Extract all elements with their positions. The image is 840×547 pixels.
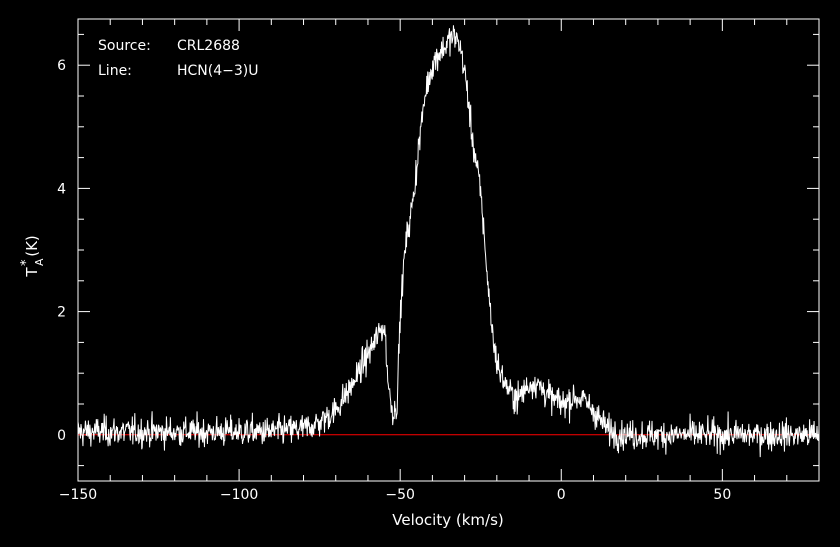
x-tick-label: −100 [220, 487, 258, 503]
y-axis-label-subscript: A [33, 258, 46, 266]
x-tick-label: 0 [557, 487, 566, 503]
y-axis-label-superscript: * [19, 259, 34, 266]
x-tick-label: −150 [59, 487, 97, 503]
x-axis-label: Velocity (km/s) [392, 511, 503, 529]
x-tick-label: 50 [713, 487, 731, 503]
line-value: HCN(4−3)U [177, 63, 259, 79]
x-tick-label: −50 [385, 487, 415, 503]
source-label: Source: [98, 38, 151, 54]
plot-frame [77, 18, 820, 482]
y-tick-label: 6 [57, 58, 66, 74]
y-axis-label-main: T [23, 267, 41, 278]
y-tick-label: 4 [57, 181, 66, 197]
tick-labels: −150 −100 −50 0 50 0 2 4 6 [57, 58, 731, 503]
source-value: CRL2688 [177, 38, 240, 54]
tick-marks [77, 19, 820, 481]
y-axis-label-unit: (K) [23, 235, 41, 257]
y-axis-label: T * A (K) [19, 235, 46, 277]
y-tick-label: 2 [57, 305, 66, 321]
line-label: Line: [98, 63, 132, 79]
spectrum-series-line [77, 25, 820, 458]
y-tick-label: 0 [57, 428, 66, 444]
